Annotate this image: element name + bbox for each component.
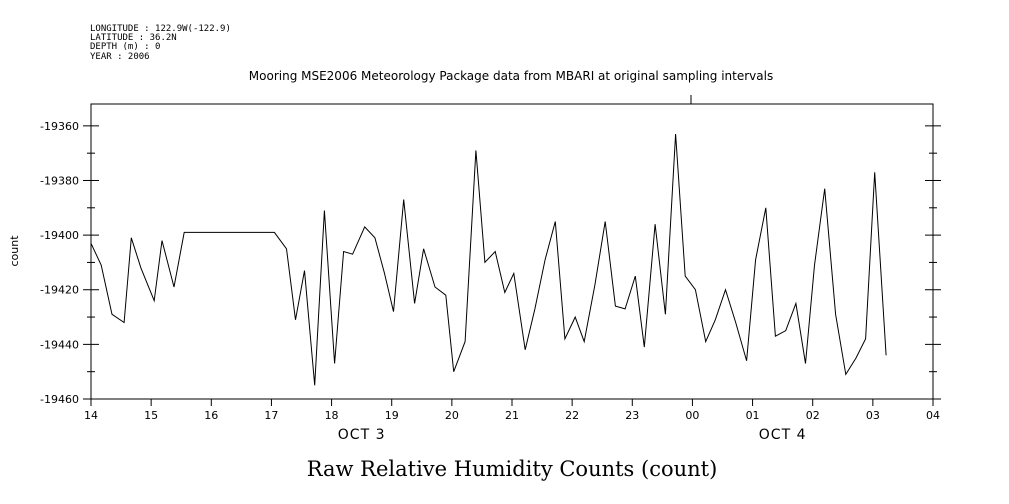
x-tick-label: 19: [385, 409, 399, 422]
meta-longitude: LONGITUDE : 122.9W(-122.9): [90, 24, 231, 34]
tick-labels: -19360 -19380 -19400 -19420 -19440 -19460 14 15…: [40, 120, 940, 422]
axis-ticks: [83, 125, 941, 406]
x-tick-label: 15: [144, 409, 158, 422]
y-tick-label: -19360: [40, 120, 79, 133]
y-tick-label: -19440: [40, 338, 79, 351]
x-tick-label: 03: [866, 409, 880, 422]
x-tick-label: 18: [325, 409, 339, 422]
y-tick-label: -19380: [40, 174, 79, 187]
y-tick-label: -19420: [40, 284, 79, 297]
meta-latitude: LATITUDE : 36.2N: [90, 33, 177, 43]
x-tick-label: 04: [926, 409, 940, 422]
x-tick-label: 14: [84, 409, 98, 422]
meta-year: YEAR : 2006: [90, 52, 150, 62]
day-label: OCT 3: [338, 427, 386, 443]
x-tick-label: 01: [746, 409, 760, 422]
day-labels: OCT 3 OCT 4: [338, 427, 807, 443]
series-line: [90, 133, 887, 386]
x-tick-label: 23: [625, 409, 639, 422]
x-tick-label: 21: [505, 409, 519, 422]
metadata-block: LONGITUDE : 122.9W(-122.9) LATITUDE : 36…: [90, 24, 231, 62]
x-axis-label: Raw Relative Humidity Counts (count): [307, 457, 718, 481]
chart-title: Mooring MSE2006 Meteorology Package data…: [249, 69, 773, 83]
x-tick-label: 20: [445, 409, 459, 422]
x-tick-label: 17: [264, 409, 278, 422]
x-tick-label: 22: [565, 409, 579, 422]
y-tick-label: -19460: [40, 393, 79, 406]
x-tick-label: 02: [806, 409, 820, 422]
meta-depth: DEPTH (m) : 0: [90, 42, 160, 52]
y-axis-label: count: [8, 235, 21, 267]
day-label: OCT 4: [759, 427, 807, 443]
y-tick-label: -19400: [40, 229, 79, 242]
x-tick-label: 00: [685, 409, 699, 422]
x-tick-label: 16: [204, 409, 218, 422]
